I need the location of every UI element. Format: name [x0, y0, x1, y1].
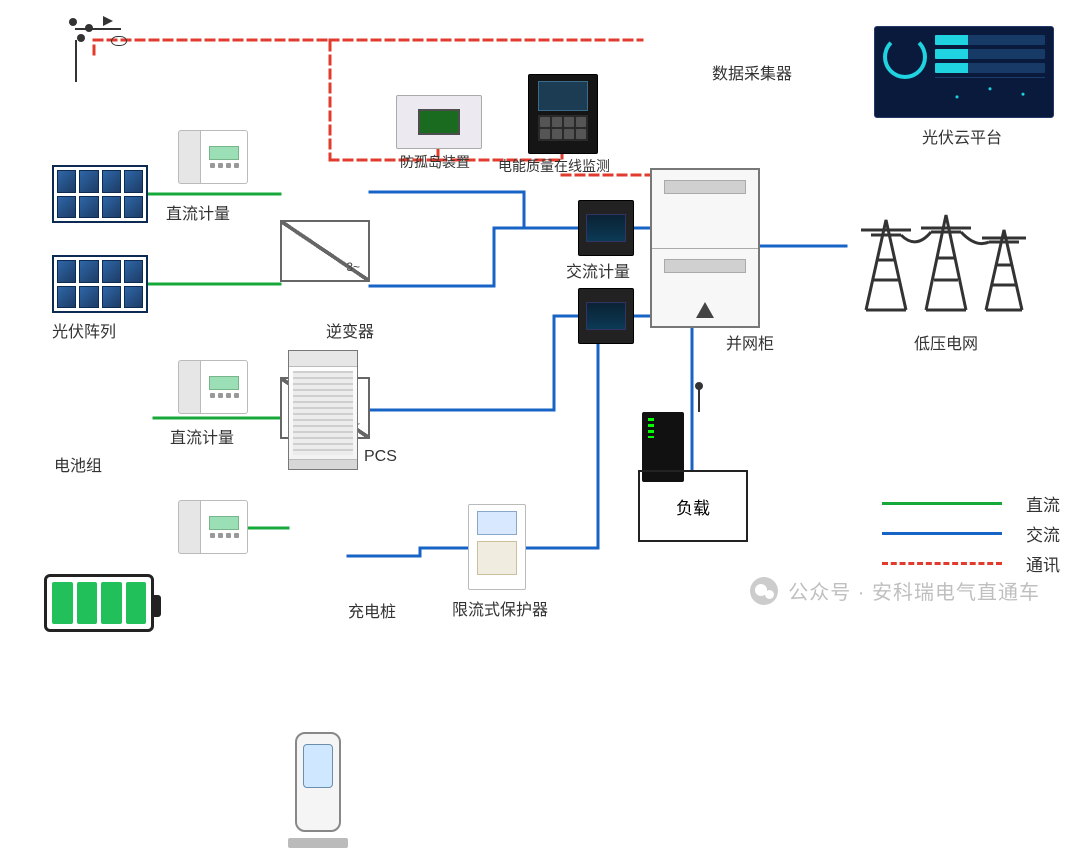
ac-meter-label: 交流计量 [566, 258, 630, 282]
load-box: 负载 [638, 470, 748, 542]
lv-grid-label: 低压电网 [914, 330, 978, 354]
weather-station-icon [55, 22, 135, 82]
inverter-label: 逆变器 [326, 318, 374, 342]
pv-array-1-icon [52, 165, 148, 223]
wechat-icon [750, 577, 778, 605]
legend: 直流 交流 通讯 [840, 488, 1060, 578]
cloud-platform-icon [874, 26, 1054, 118]
legend-row-ac: 交流 [840, 518, 1060, 548]
legend-dc-label: 直流 [1026, 491, 1060, 516]
pv-array-2-icon [52, 255, 148, 313]
dc-meter-1-icon [178, 130, 248, 184]
grid-cabinet-label: 并网柜 [726, 330, 774, 354]
current-limiter-icon [468, 504, 526, 590]
dc-meter-2-icon [178, 360, 248, 414]
dc-meter-1-label: 直流计量 [166, 200, 230, 224]
legend-line-dc-icon [882, 502, 1002, 505]
anti-islanding-icon [396, 95, 482, 149]
grid-cabinet-icon [650, 168, 760, 328]
legend-line-comm-icon [882, 562, 1002, 565]
inverter-1-icon: 3~ [280, 220, 370, 282]
charging-pile-icon [288, 732, 348, 862]
legend-row-dc: 直流 [840, 488, 1060, 518]
legend-ac-label: 交流 [1026, 521, 1060, 546]
charger-label: 充电桩 [348, 598, 396, 622]
power-quality-monitor-label: 电能质量在线监测 [498, 156, 610, 176]
load-label: 负载 [676, 494, 710, 519]
watermark-text: 公众号 · 安科瑞电气直通车 [788, 576, 1040, 605]
battery-label: 电池组 [54, 452, 102, 476]
pv-array-label: 光伏阵列 [52, 318, 116, 342]
current-limiter-label: 限流式保护器 [452, 596, 548, 620]
diagram-stage: { "type": "network", "canvas": { "w": 10… [0, 0, 1080, 659]
legend-row-comm: 通讯 [840, 548, 1060, 578]
battery-icon [44, 574, 154, 632]
power-quality-monitor-icon [528, 74, 598, 154]
cloud-platform-label: 光伏云平台 [922, 124, 1002, 148]
ac-meter-1-icon [578, 200, 634, 256]
watermark: 公众号 · 安科瑞电气直通车 [750, 576, 1040, 605]
dc-meter-2-label: 直流计量 [170, 424, 234, 448]
ac-meter-2-icon [578, 288, 634, 344]
pcs-label: PCS [364, 448, 397, 466]
legend-line-ac-icon [882, 532, 1002, 535]
lv-grid-icon [846, 190, 1046, 320]
anti-islanding-label: 防孤岛装置 [400, 152, 470, 172]
dc-meter-3-icon [178, 500, 248, 554]
data-collector-label: 数据采集器 [712, 60, 792, 84]
legend-comm-label: 通讯 [1026, 551, 1060, 576]
pcs-icon [288, 350, 358, 470]
